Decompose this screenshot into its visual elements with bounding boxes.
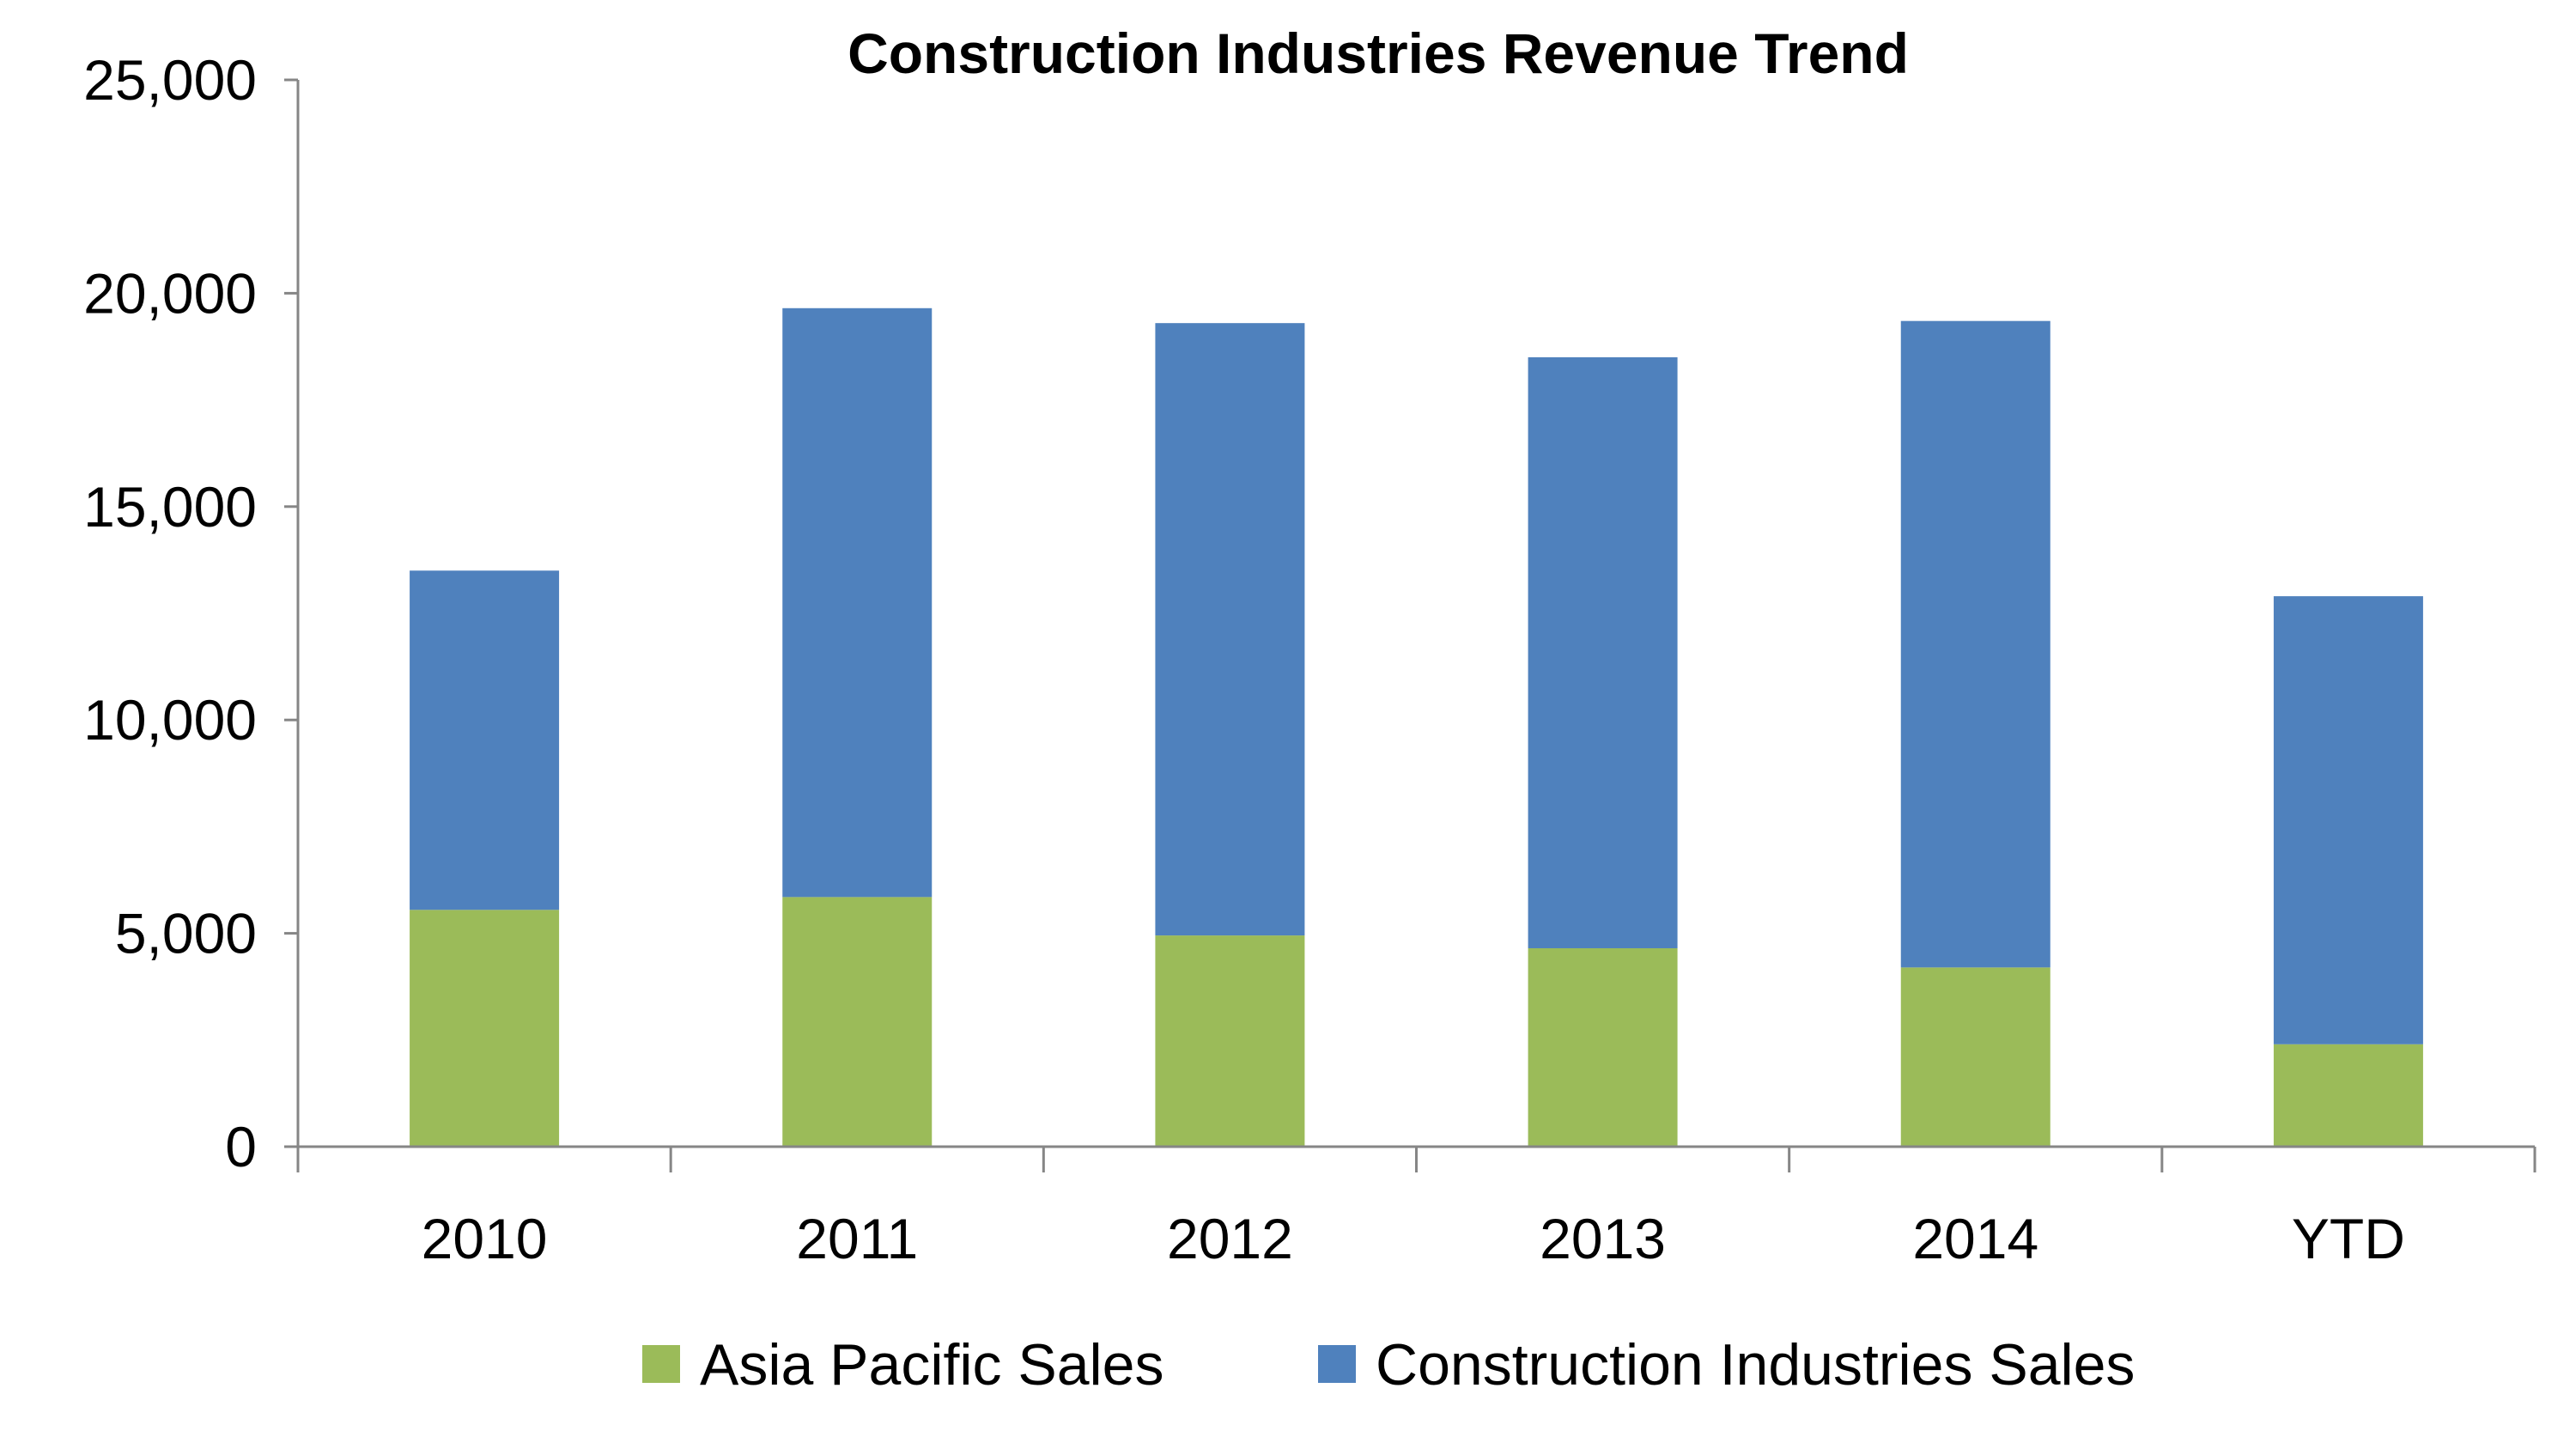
y-tick-label: 0 (225, 1115, 257, 1178)
x-tick-label: 2011 (796, 1207, 918, 1270)
bar-construction-industries-ytd (2273, 596, 2423, 1044)
bar-asia-pacific-2012 (1155, 935, 1305, 1147)
y-tick-label: 20,000 (83, 261, 257, 325)
bar-asia-pacific-2013 (1528, 947, 1678, 1147)
legend-swatch-asia-pacific (642, 1345, 680, 1383)
bar-construction-industries-2011 (782, 307, 933, 898)
y-tick-label: 5,000 (115, 902, 257, 965)
x-tick-label: 2013 (1540, 1207, 1666, 1270)
x-tick-label: YTD (2292, 1207, 2405, 1270)
bar-asia-pacific-2014 (1900, 967, 2050, 1147)
x-tick-label: 2014 (1912, 1207, 2038, 1270)
x-tick-label: 2010 (422, 1207, 548, 1270)
legend: Asia Pacific Sales Construction Industrie… (642, 1332, 2135, 1397)
bar-construction-industries-2012 (1155, 323, 1305, 936)
axes-layer: 0 5,000 10,000 15,000 20,000 25,000 2010 2011 20… (83, 48, 2537, 1270)
y-tick-label: 10,000 (83, 688, 257, 752)
bar-construction-industries-2014 (1900, 320, 2050, 968)
x-tick-label: 2012 (1167, 1207, 1293, 1270)
bar-asia-pacific-2010 (410, 910, 560, 1147)
legend-swatch-construction-industries (1318, 1345, 1356, 1383)
bar-asia-pacific-ytd (2273, 1044, 2423, 1147)
legend-label-construction-industries: Construction Industries Sales (1376, 1332, 2135, 1397)
y-tick-label: 25,000 (83, 48, 257, 112)
bars-layer (410, 307, 2423, 1147)
bar-asia-pacific-2011 (782, 897, 933, 1147)
legend-label-asia-pacific: Asia Pacific Sales (700, 1332, 1163, 1397)
y-tick-label: 15,000 (83, 475, 257, 539)
chart-title: Construction Industries Revenue Trend (848, 21, 1909, 85)
bar-construction-industries-2013 (1528, 356, 1678, 948)
bar-construction-industries-2010 (410, 570, 560, 910)
